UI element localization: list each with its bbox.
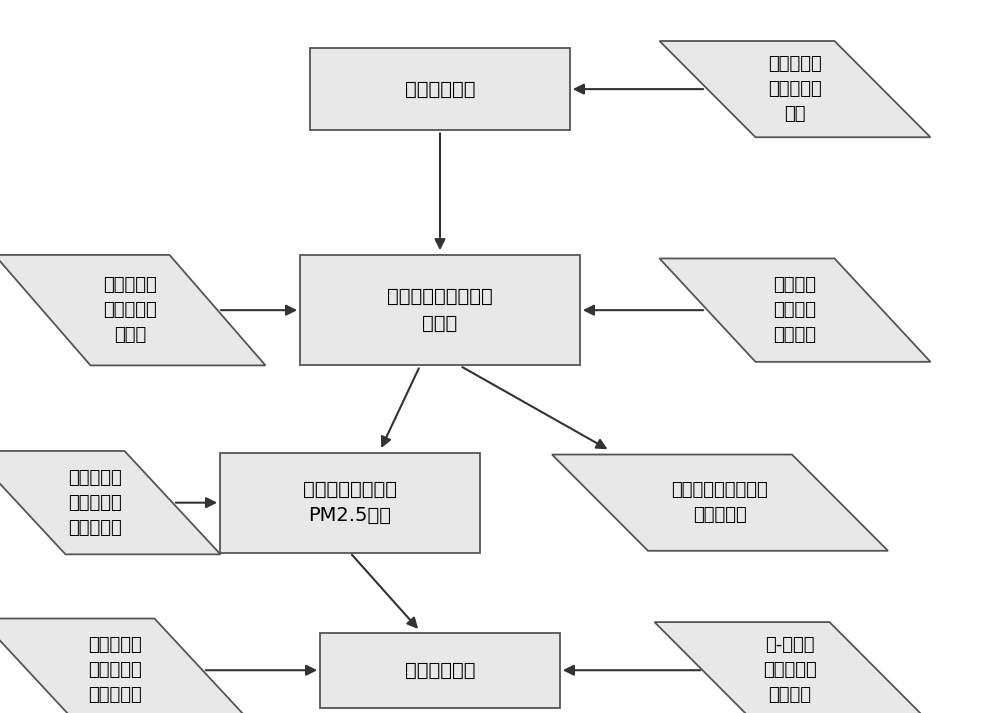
Polygon shape xyxy=(660,41,931,138)
Polygon shape xyxy=(552,455,888,550)
Polygon shape xyxy=(0,618,250,713)
FancyBboxPatch shape xyxy=(300,255,580,366)
Polygon shape xyxy=(654,622,926,713)
Text: 大氣模式所
需源清單、
氣象場信息: 大氣模式所 需源清單、 氣象場信息 xyxy=(88,636,142,704)
FancyBboxPatch shape xyxy=(310,48,570,130)
Polygon shape xyxy=(0,255,266,366)
Text: 多源、多類
型衛星遙感
數據: 多源、多類 型衛星遙感 數據 xyxy=(768,55,822,123)
Text: 灰霾氣溶膠
粒子特性觀
測數據: 灰霾氣溶膠 粒子特性觀 測數據 xyxy=(103,276,157,344)
FancyBboxPatch shape xyxy=(220,453,480,553)
Text: 灰霾光學厚度衛星遙
感反演: 灰霾光學厚度衛星遙 感反演 xyxy=(387,287,493,333)
Text: 灰霾條件下近地面
PM2.5估算: 灰霾條件下近地面 PM2.5估算 xyxy=(303,480,397,525)
Text: 星-地污染
與氣象多源
觀測數據: 星-地污染 與氣象多源 觀測數據 xyxy=(763,636,817,704)
Polygon shape xyxy=(660,259,931,362)
Text: 灰霾氣溶膠粒子類型
或組分解析: 灰霾氣溶膠粒子類型 或組分解析 xyxy=(672,481,768,524)
Polygon shape xyxy=(0,451,220,555)
Text: 重污染氣
溶膠特性
先驗知識: 重污染氣 溶膠特性 先驗知識 xyxy=(774,276,816,344)
FancyBboxPatch shape xyxy=(320,633,560,707)
Text: 灰霾污染預測: 灰霾污染預測 xyxy=(405,661,475,679)
Text: 灰霾遙感識別: 灰霾遙感識別 xyxy=(405,80,475,98)
Text: 近地面污染
觀測、氣象
及環境信息: 近地面污染 觀測、氣象 及環境信息 xyxy=(68,468,122,537)
